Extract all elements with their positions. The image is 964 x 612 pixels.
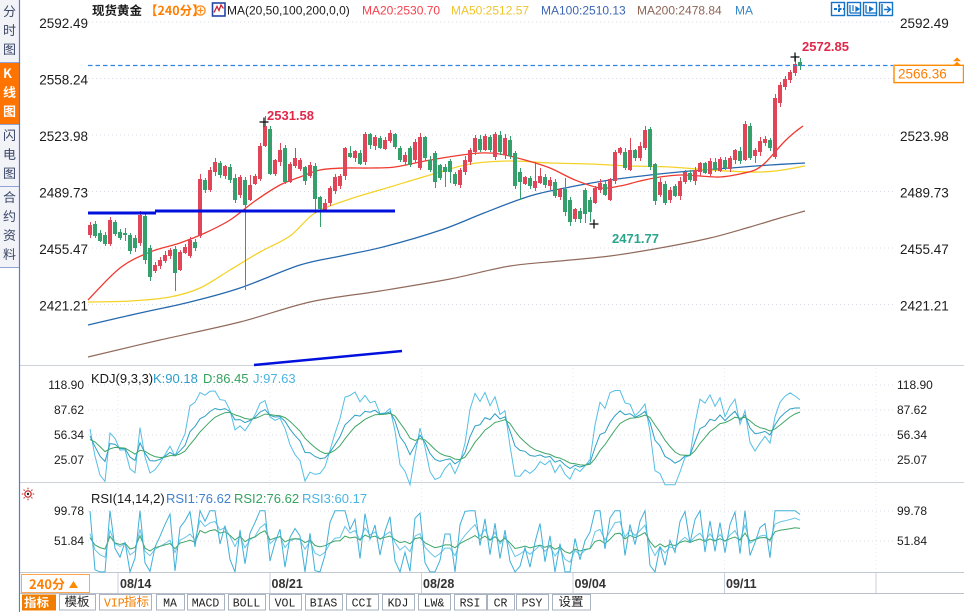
svg-text:MA200:2478.84: MA200:2478.84 (637, 4, 722, 18)
svg-text:25.07: 25.07 (54, 453, 84, 467)
svg-text:56.34: 56.34 (54, 428, 84, 442)
svg-text:51.84: 51.84 (54, 534, 84, 548)
svg-text:MA(20,50,100,200,0,0): MA(20,50,100,200,0,0) (227, 4, 350, 18)
svg-text:08/28: 08/28 (423, 577, 454, 591)
svg-text:2489.73: 2489.73 (39, 186, 88, 201)
svg-text:2558.24: 2558.24 (39, 73, 88, 88)
svg-text:08/14: 08/14 (120, 577, 151, 591)
svg-text:VIP: VIP (104, 598, 125, 611)
svg-text:D:86.45: D:86.45 (203, 371, 249, 386)
svg-text:MA100:2510.13: MA100:2510.13 (541, 4, 626, 18)
svg-text:118.90: 118.90 (48, 378, 84, 392)
svg-text:CCI: CCI (352, 598, 373, 611)
svg-text:BIAS: BIAS (310, 598, 338, 611)
svg-text:87.62: 87.62 (54, 403, 84, 417)
svg-text:25.07: 25.07 (897, 453, 927, 467)
svg-text:BOLL: BOLL (233, 598, 261, 611)
svg-text:RSI(14,14,2): RSI(14,14,2) (91, 491, 165, 506)
svg-text:MA: MA (735, 4, 753, 18)
svg-text:99.78: 99.78 (897, 504, 927, 518)
svg-text:2489.73: 2489.73 (900, 186, 949, 201)
svg-text:PSY: PSY (522, 598, 543, 611)
svg-text:2471.77: 2471.77 (612, 231, 659, 246)
svg-text:08/21: 08/21 (272, 577, 303, 591)
svg-text:RSI: RSI (460, 598, 481, 611)
svg-text:2523.98: 2523.98 (900, 129, 949, 144)
svg-text:09/04: 09/04 (575, 577, 606, 591)
svg-text:2455.47: 2455.47 (39, 242, 88, 257)
svg-text:09/11: 09/11 (726, 577, 757, 591)
svg-text:56.34: 56.34 (897, 428, 927, 442)
svg-text:2455.47: 2455.47 (900, 242, 949, 257)
svg-text:RSI2:76.62: RSI2:76.62 (234, 491, 299, 506)
svg-text:MA50:2512.57: MA50:2512.57 (451, 4, 529, 18)
svg-text:RSI3:60.17: RSI3:60.17 (302, 491, 367, 506)
svg-text:VOL: VOL (275, 598, 296, 611)
svg-text:KDJ: KDJ (388, 598, 409, 611)
svg-text:K:90.18: K:90.18 (153, 371, 198, 386)
svg-text:J:97.63: J:97.63 (253, 371, 296, 386)
svg-text:MA20:2530.70: MA20:2530.70 (362, 4, 440, 18)
svg-text:2592.49: 2592.49 (900, 16, 949, 31)
svg-text:KDJ(9,3,3): KDJ(9,3,3) (91, 371, 153, 386)
svg-text:2421.21: 2421.21 (39, 299, 88, 314)
svg-text:MACD: MACD (192, 598, 220, 611)
svg-text:LW&: LW& (424, 598, 445, 611)
svg-text:99.78: 99.78 (54, 504, 84, 518)
svg-text:RSI1:76.62: RSI1:76.62 (166, 491, 231, 506)
svg-text:2592.49: 2592.49 (39, 16, 88, 31)
svg-text:87.62: 87.62 (897, 403, 927, 417)
svg-text:2531.58: 2531.58 (267, 108, 314, 123)
svg-text:51.84: 51.84 (897, 534, 927, 548)
svg-text:CR: CR (494, 598, 508, 611)
svg-text:2572.85: 2572.85 (802, 39, 849, 54)
svg-text:2523.98: 2523.98 (39, 129, 88, 144)
svg-text:MA: MA (163, 598, 177, 611)
svg-text:2566.36: 2566.36 (898, 67, 947, 82)
svg-text:2421.21: 2421.21 (900, 299, 949, 314)
svg-text:118.90: 118.90 (897, 378, 933, 392)
